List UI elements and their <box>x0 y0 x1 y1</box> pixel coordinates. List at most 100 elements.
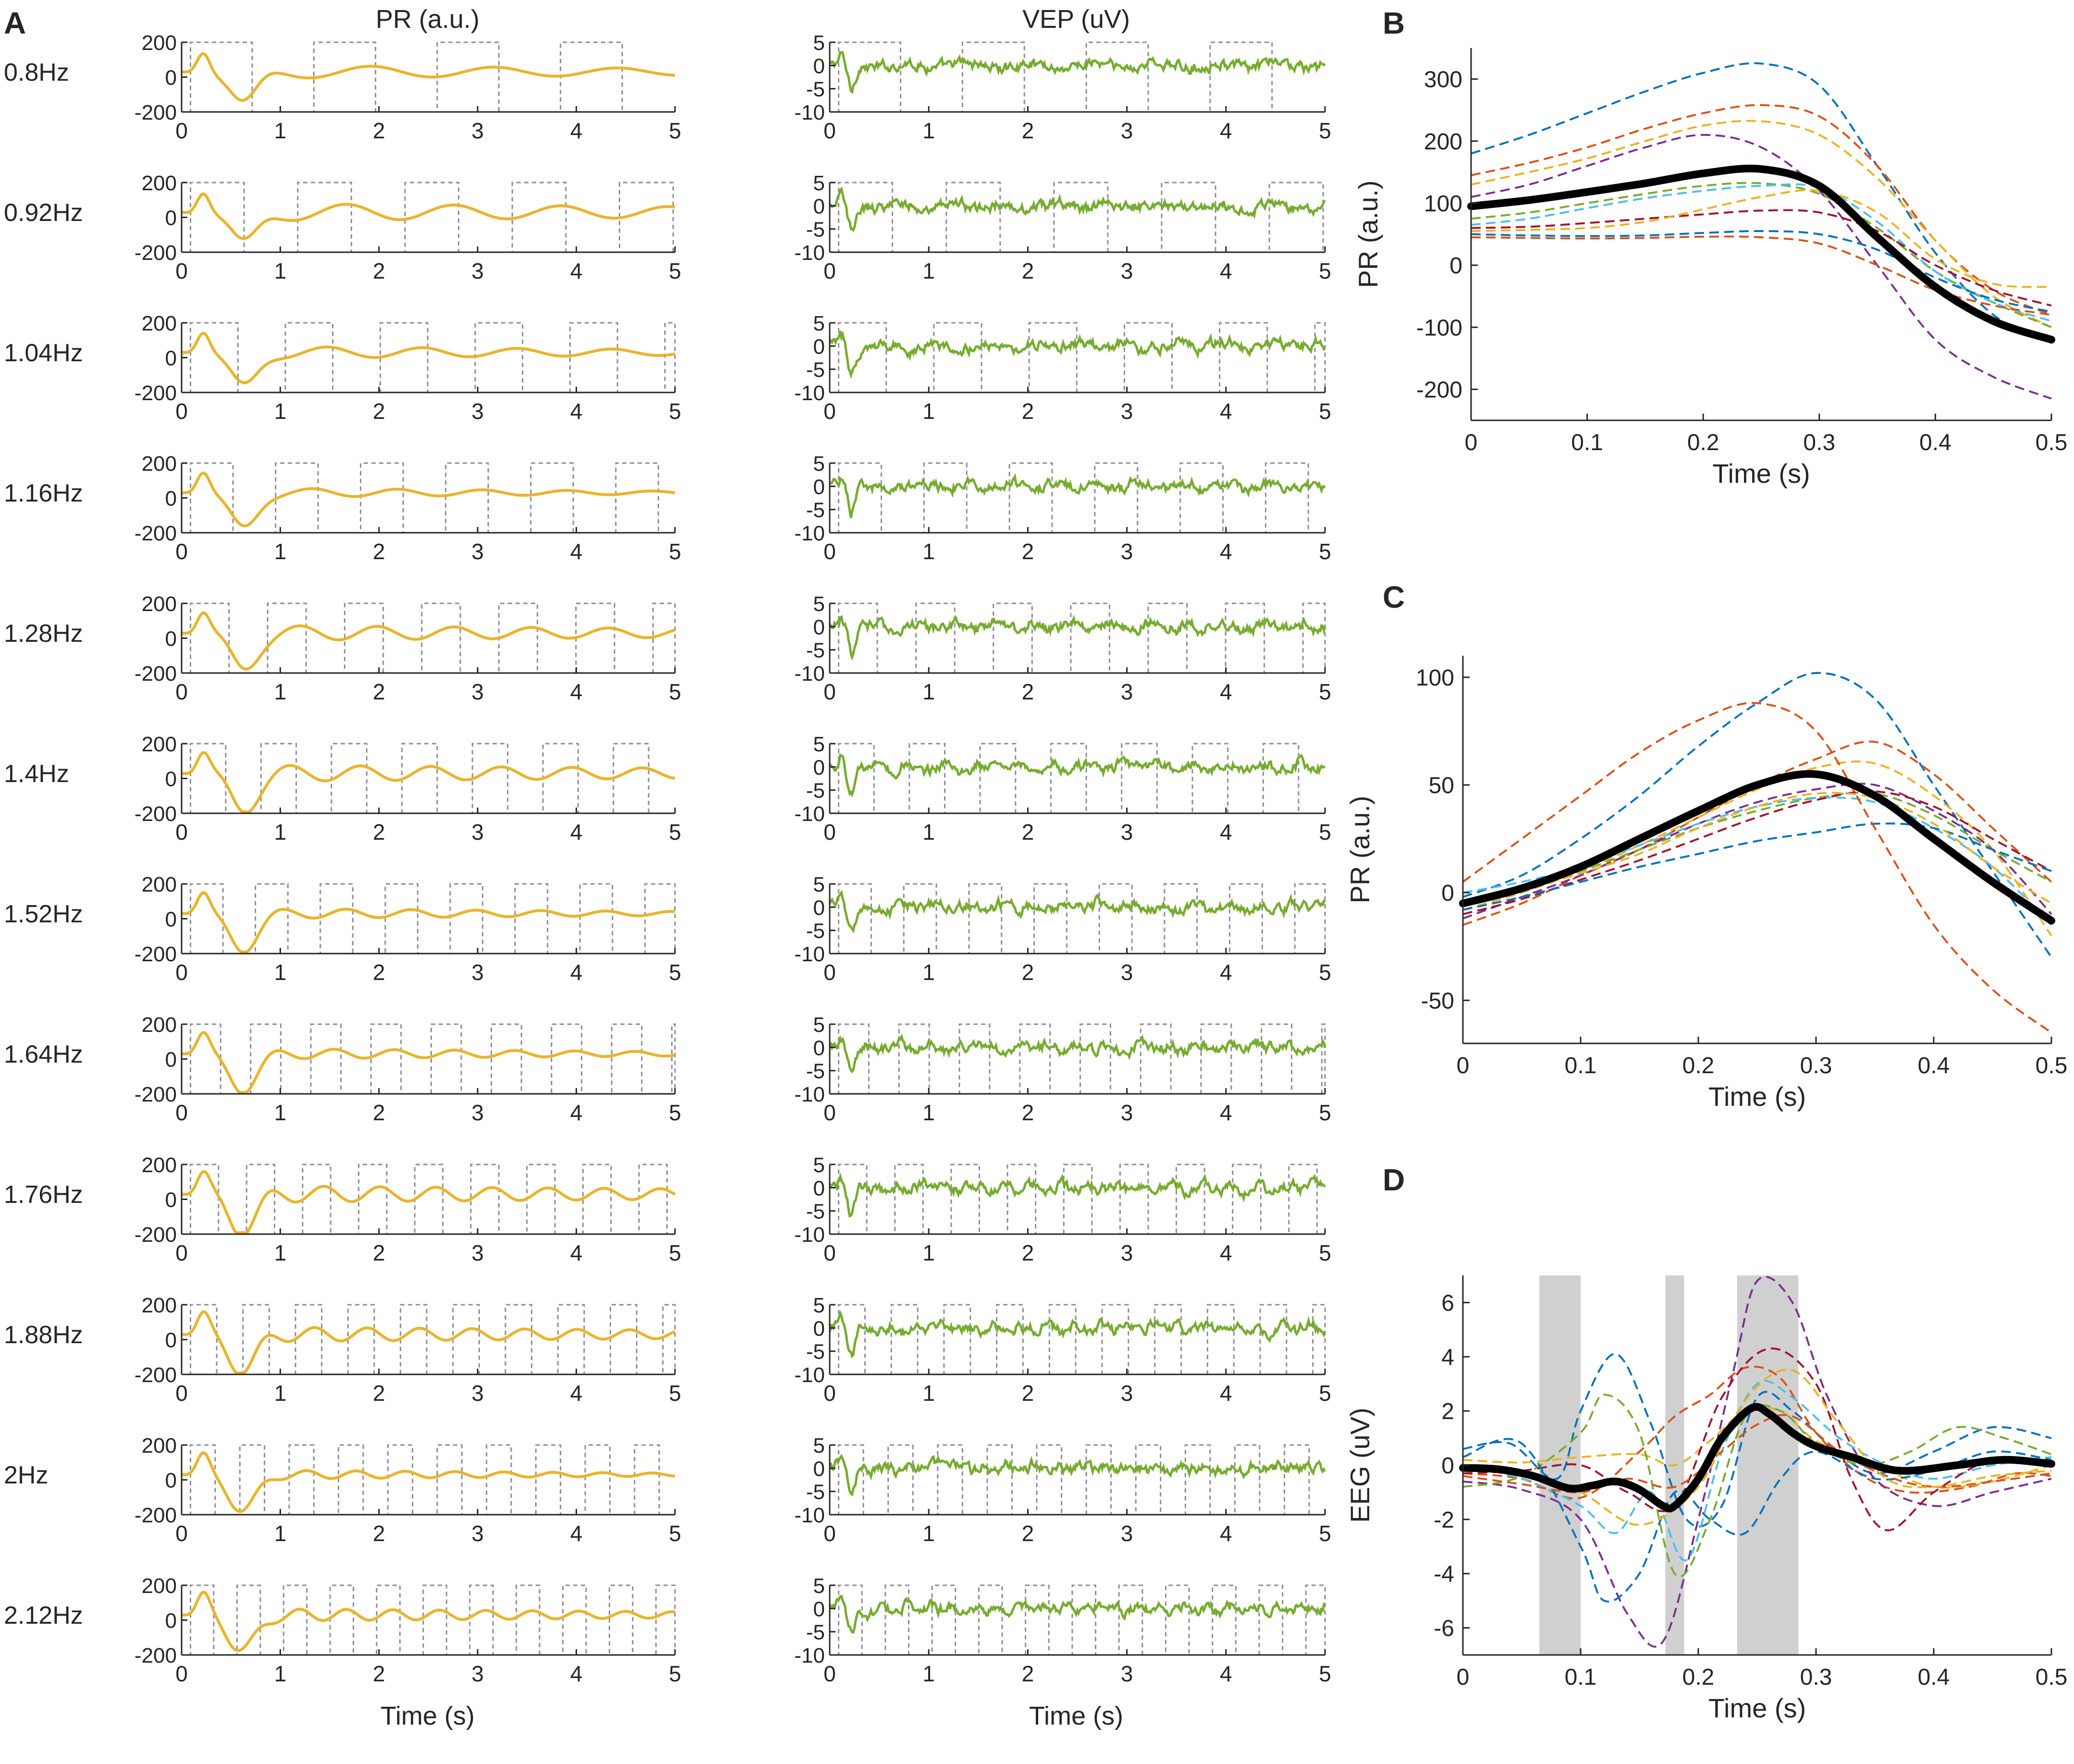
pr-y-tick-label: 200 <box>142 31 177 55</box>
pr-y-tick-label: 200 <box>142 1434 177 1458</box>
vep-row-3: 50-5-100 1 2 3 4 5 <box>794 452 1331 564</box>
pr-y-tick-label: 200 <box>142 873 177 896</box>
pr-x-tick-label: 3 <box>471 539 484 564</box>
panel-c-chart: 100 50 0 -50 0 0.1 0.2 0.3 0.4 0.5 Time (s) PR (a.u… <box>1345 656 2067 1112</box>
series-line-c-4 <box>1462 783 2052 919</box>
vep-y-tick-label: -10 <box>794 101 825 124</box>
pr-x-tick-label: 0 <box>175 258 188 283</box>
pr-x-tick-label: 3 <box>471 118 484 143</box>
pr-y-tick-label: 0 <box>165 908 177 931</box>
pr-x-tick-label: 4 <box>570 1381 583 1406</box>
vep-x-tick-label: 0 <box>823 1100 836 1125</box>
vep-y-tick-label: -10 <box>794 1504 825 1527</box>
pr-y-tick-label: -200 <box>135 1223 177 1247</box>
vep-y-tick-label: 5 <box>813 172 825 195</box>
vep-x-tick-label: 0 <box>823 258 836 283</box>
pr-x-tick-label: 5 <box>669 820 681 845</box>
vep-x-tick-label: 5 <box>1319 1100 1331 1125</box>
vep-x-tick-label: 5 <box>1319 399 1331 424</box>
d-y-tick-label: 0 <box>1441 1453 1454 1479</box>
pr-y-tick-label: -200 <box>135 241 177 265</box>
vep-trace-0 <box>829 50 1326 94</box>
vep-x-tick-label: 5 <box>1319 118 1331 143</box>
pr-x-tick-label: 1 <box>274 1100 287 1125</box>
c-x-tick-label: 0.2 <box>1682 1053 1715 1078</box>
pr-x-tick-label: 4 <box>570 820 583 845</box>
vep-y-tick-label: 0 <box>813 1317 825 1340</box>
pr-x-tick-label: 1 <box>274 118 287 143</box>
pr-y-tick-label: 200 <box>142 592 177 616</box>
pr-column-title: PR (a.u.) <box>376 5 479 34</box>
vep-y-tick-label: -5 <box>806 78 825 101</box>
series-line-c-1 <box>1462 672 2052 958</box>
d-x-tick-label: 0 <box>1457 1665 1470 1690</box>
series-line-d-5 <box>1462 1394 2052 1578</box>
series-line-c-8 <box>1462 822 2052 911</box>
pr-x-tick-label: 3 <box>471 258 484 283</box>
b-y-tick-label: 200 <box>1424 129 1462 155</box>
vep-x-tick-label: 1 <box>922 679 935 704</box>
vep-x-tick-label: 4 <box>1220 399 1232 424</box>
vep-x-tick-label: 5 <box>1319 960 1331 985</box>
vep-y-tick-label: 0 <box>813 1176 825 1200</box>
vep-y-tick-label: 0 <box>813 335 825 358</box>
pr-x-tick-label: 0 <box>175 679 188 704</box>
vep-trace-2 <box>828 330 1325 380</box>
vep-y-tick-label: 0 <box>813 896 825 919</box>
vep-y-tick-label: -5 <box>806 1621 825 1644</box>
series-line-c-5 <box>1462 791 2052 905</box>
pr-x-tick-label: 5 <box>669 679 681 704</box>
pr-x-tick-label: 2 <box>373 258 385 283</box>
pr-x-tick-label: 5 <box>669 960 681 985</box>
pr-x-tick-label: 1 <box>274 1381 287 1406</box>
vep-y-tick-label: -5 <box>806 639 825 662</box>
vep-y-tick-label: 0 <box>813 756 825 779</box>
b-x-tick-label: 0.5 <box>2036 430 2068 455</box>
c-x-tick-label: 0.4 <box>1918 1053 1950 1078</box>
frequency-label-2: 1.04Hz <box>4 339 83 367</box>
vep-x-tick-label: 1 <box>922 399 935 424</box>
series-line-c-10 <box>1462 792 2052 907</box>
pr-y-tick-label: -200 <box>135 662 177 686</box>
frequency-label-5: 1.4Hz <box>4 760 69 788</box>
b-x-axis-label: Time (s) <box>1712 458 1810 489</box>
pr-stimulus-trace-7 <box>182 1023 676 1095</box>
pr-y-tick-label: 0 <box>165 768 177 791</box>
vep-y-tick-label: -5 <box>806 779 825 803</box>
frequency-label-8: 1.76Hz <box>4 1181 83 1209</box>
pr-y-tick-label: 0 <box>165 347 177 370</box>
pr-trace-8 <box>181 1170 676 1235</box>
vep-trace-6 <box>828 890 1326 933</box>
pr-x-tick-label: 0 <box>175 960 188 985</box>
frequency-label-6: 1.52Hz <box>4 900 83 928</box>
pr-x-tick-label: 3 <box>471 399 484 424</box>
pr-x-tick-label: 1 <box>274 1661 287 1686</box>
vep-x-tick-label: 3 <box>1121 1240 1133 1265</box>
vep-y-tick-label: -5 <box>806 1200 825 1224</box>
vep-y-tick-label: 5 <box>813 1574 825 1598</box>
vep-x-tick-label: 0 <box>823 399 836 424</box>
pr-x-tick-label: 2 <box>373 1661 385 1686</box>
pr-x-tick-label: 5 <box>669 1100 681 1125</box>
series-line-b-8 <box>1471 230 2052 313</box>
vep-trace-5 <box>828 753 1326 797</box>
c-y-axis-label: PR (a.u.) <box>1345 796 1375 903</box>
series-line-d-4 <box>1462 1275 2052 1648</box>
pr-x-tick-label: 3 <box>471 1661 484 1686</box>
pr-x-tick-label: 0 <box>175 539 188 564</box>
vep-stimulus-trace-11 <box>830 1584 1326 1656</box>
pr-y-tick-label: 200 <box>142 1574 177 1598</box>
pr-y-tick-label: 0 <box>165 1329 177 1352</box>
pr-x-tick-label: 5 <box>669 258 681 283</box>
pr-x-tick-label: 4 <box>570 1521 583 1546</box>
vep-x-tick-label: 4 <box>1220 820 1232 845</box>
pr-x-tick-label: 1 <box>274 1240 287 1265</box>
vep-x-tick-label: 3 <box>1121 1381 1133 1406</box>
pr-trace-1 <box>181 192 675 240</box>
d-y-tick-label: -6 <box>1434 1616 1454 1642</box>
